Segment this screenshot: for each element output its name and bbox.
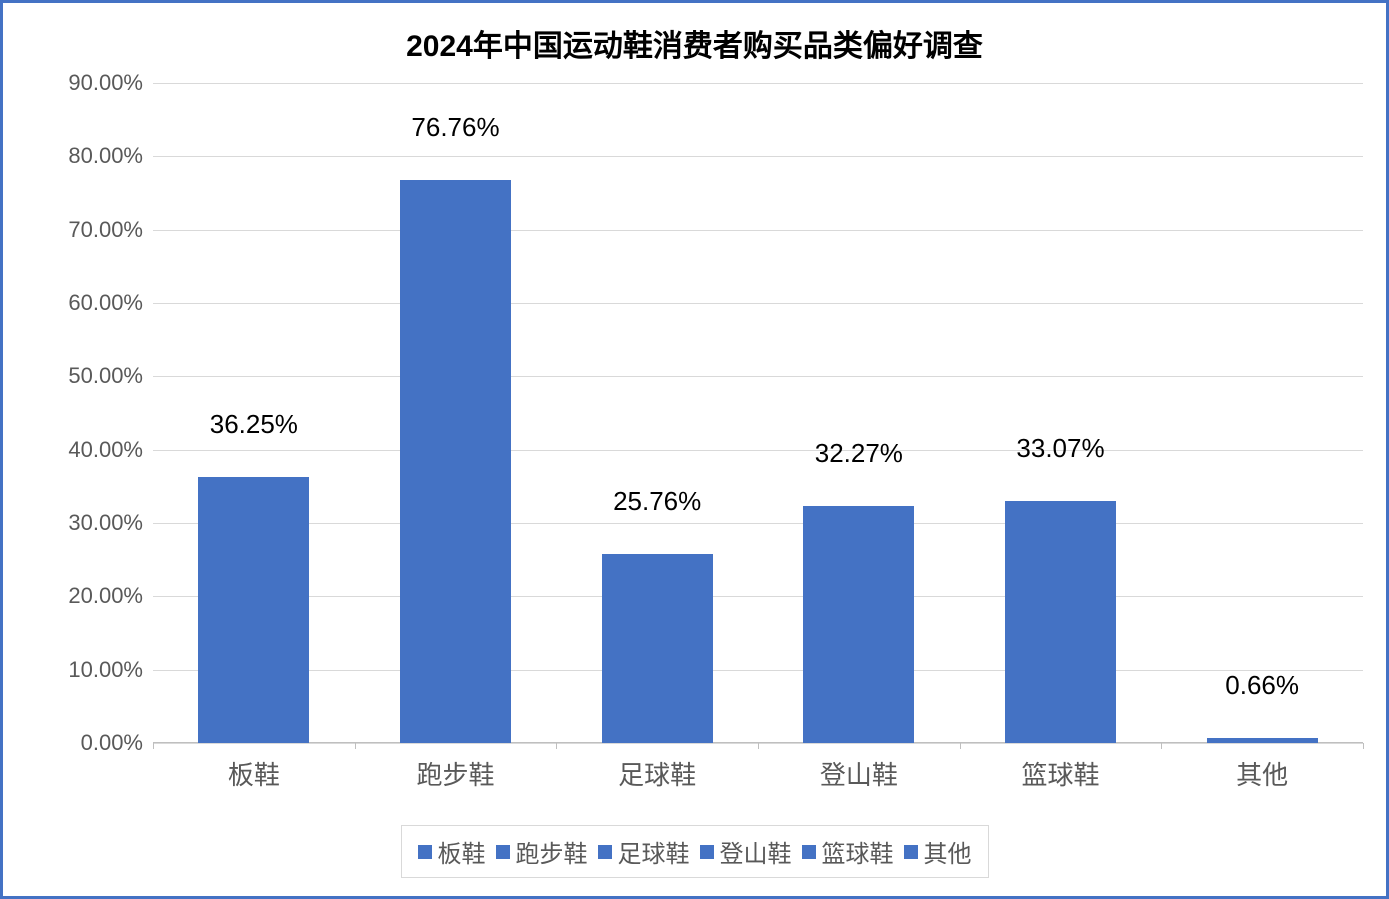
legend-label: 足球鞋	[618, 834, 690, 869]
bar-value-label: 25.76%	[613, 486, 701, 517]
bar	[1005, 501, 1116, 744]
x-tick	[1363, 743, 1364, 749]
chart-frame: 2024年中国运动鞋消费者购买品类偏好调查 0.00%10.00%20.00%3…	[0, 0, 1389, 899]
legend-swatch	[418, 845, 432, 859]
gridline	[153, 670, 1363, 671]
legend-item: 足球鞋	[598, 834, 690, 869]
x-tick-label: 其他	[1236, 755, 1288, 792]
bar	[1207, 738, 1318, 743]
x-tick-label: 板鞋	[228, 755, 280, 792]
y-tick-label: 50.00%	[68, 363, 153, 389]
legend-item: 板鞋	[418, 834, 486, 869]
legend-item: 其他	[904, 834, 972, 869]
x-tick	[556, 743, 557, 749]
x-tick	[1161, 743, 1162, 749]
y-tick-label: 40.00%	[68, 437, 153, 463]
y-tick-label: 10.00%	[68, 657, 153, 683]
legend-label: 跑步鞋	[516, 834, 588, 869]
legend-swatch	[598, 845, 612, 859]
legend-item: 跑步鞋	[496, 834, 588, 869]
gridline	[153, 596, 1363, 597]
legend-swatch	[700, 845, 714, 859]
chart-title: 2024年中国运动鞋消费者购买品类偏好调查	[3, 21, 1386, 65]
x-tick-label: 足球鞋	[618, 755, 696, 792]
gridline	[153, 376, 1363, 377]
x-tick	[153, 743, 154, 749]
gridline	[153, 450, 1363, 451]
gridline	[153, 230, 1363, 231]
legend-label: 登山鞋	[720, 834, 792, 869]
bar-value-label: 76.76%	[411, 112, 499, 143]
bar	[803, 506, 914, 743]
gridline	[153, 523, 1363, 524]
y-tick-label: 90.00%	[68, 70, 153, 96]
bar-value-label: 36.25%	[210, 409, 298, 440]
gridline	[153, 303, 1363, 304]
y-tick-label: 20.00%	[68, 583, 153, 609]
y-tick-label: 0.00%	[81, 730, 153, 756]
gridline	[153, 83, 1363, 84]
x-tick-label: 跑步鞋	[416, 755, 494, 792]
legend: 板鞋跑步鞋足球鞋登山鞋篮球鞋其他	[401, 825, 989, 878]
legend-swatch	[496, 845, 510, 859]
bar-value-label: 0.66%	[1225, 670, 1299, 701]
gridline	[153, 156, 1363, 157]
x-tick	[355, 743, 356, 749]
y-tick-label: 70.00%	[68, 217, 153, 243]
y-tick-label: 60.00%	[68, 290, 153, 316]
bar	[602, 554, 713, 743]
legend-swatch	[904, 845, 918, 859]
plot-area: 0.00%10.00%20.00%30.00%40.00%50.00%60.00…	[153, 83, 1363, 743]
legend-label: 篮球鞋	[822, 834, 894, 869]
legend-label: 其他	[924, 834, 972, 869]
x-tick-label: 登山鞋	[820, 755, 898, 792]
bar	[400, 180, 511, 743]
legend-swatch	[802, 845, 816, 859]
legend-item: 登山鞋	[700, 834, 792, 869]
bar	[198, 477, 309, 743]
legend-label: 板鞋	[438, 834, 486, 869]
bar-value-label: 32.27%	[815, 438, 903, 469]
x-tick	[758, 743, 759, 749]
x-tick-label: 篮球鞋	[1021, 755, 1099, 792]
y-tick-label: 80.00%	[68, 143, 153, 169]
x-tick	[960, 743, 961, 749]
legend-item: 篮球鞋	[802, 834, 894, 869]
bar-value-label: 33.07%	[1016, 433, 1104, 464]
y-tick-label: 30.00%	[68, 510, 153, 536]
